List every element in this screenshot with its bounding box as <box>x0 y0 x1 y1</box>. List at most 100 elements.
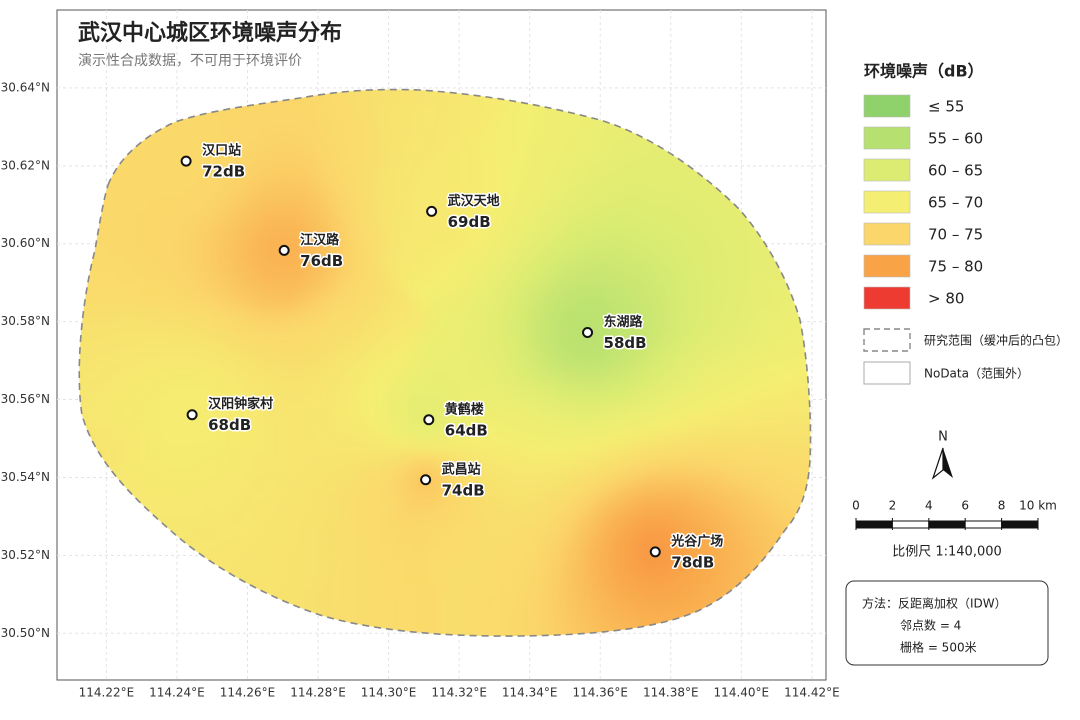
idw-cell <box>644 405 658 419</box>
idw-cell <box>440 357 454 371</box>
idw-cell <box>260 177 274 191</box>
idw-cell <box>572 273 586 287</box>
idw-cell <box>740 273 754 287</box>
idw-cell <box>668 333 682 347</box>
idw-cell <box>704 189 718 203</box>
idw-cell <box>464 573 478 587</box>
idw-cell <box>620 345 634 359</box>
idw-cell <box>452 261 466 275</box>
idw-cell <box>248 345 262 359</box>
idw-cell <box>152 189 166 203</box>
idw-cell <box>428 537 442 551</box>
idw-cell <box>680 345 694 359</box>
idw-cell <box>188 321 202 335</box>
idw-cell <box>620 153 634 167</box>
idw-cell <box>488 201 502 215</box>
idw-cell <box>716 549 730 563</box>
idw-cell <box>440 561 454 575</box>
idw-cell <box>212 333 226 347</box>
idw-cell <box>104 297 118 311</box>
idw-cell <box>200 489 214 503</box>
idw-cell <box>248 477 262 491</box>
idw-cell <box>344 441 358 455</box>
idw-cell <box>308 189 322 203</box>
idw-cell <box>656 597 670 611</box>
idw-cell <box>332 477 346 491</box>
idw-cell <box>488 249 502 263</box>
idw-cell <box>644 225 658 239</box>
idw-cell <box>656 297 670 311</box>
idw-cell <box>296 525 310 539</box>
idw-cell <box>260 285 274 299</box>
idw-cell <box>632 393 646 407</box>
idw-cell <box>632 429 646 443</box>
idw-cell <box>272 165 286 179</box>
idw-cell <box>596 561 610 575</box>
idw-cell <box>524 225 538 239</box>
idw-cell <box>344 273 358 287</box>
idw-cell <box>344 189 358 203</box>
idw-cell <box>212 369 226 383</box>
idw-cell <box>332 309 346 323</box>
idw-cell <box>236 249 250 263</box>
idw-cell <box>212 381 226 395</box>
idw-cell <box>392 513 406 527</box>
idw-cell <box>356 261 370 275</box>
legend-label: ≤ 55 <box>928 98 964 116</box>
idw-cell <box>356 465 370 479</box>
idw-cell <box>164 273 178 287</box>
idw-cell <box>524 321 538 335</box>
idw-cell <box>572 489 586 503</box>
idw-cell <box>728 477 742 491</box>
idw-cell <box>80 333 94 347</box>
idw-cell <box>392 117 406 131</box>
station-marker <box>582 327 594 339</box>
idw-cell <box>596 333 610 347</box>
idw-cell <box>512 213 526 227</box>
idw-cell <box>452 93 466 107</box>
idw-cell <box>596 285 610 299</box>
idw-cell <box>164 165 178 179</box>
idw-cell <box>416 333 430 347</box>
idw-cell <box>716 357 730 371</box>
idw-cell <box>296 381 310 395</box>
idw-cell <box>512 621 526 635</box>
idw-cell <box>176 477 190 491</box>
idw-cell <box>224 429 238 443</box>
idw-cell <box>464 537 478 551</box>
idw-cell <box>476 597 490 611</box>
idw-cell <box>500 501 514 515</box>
idw-cell <box>332 201 346 215</box>
idw-cell <box>140 321 154 335</box>
idw-cell <box>272 273 286 287</box>
idw-cell <box>380 393 394 407</box>
idw-cell <box>512 165 526 179</box>
idw-cell <box>572 393 586 407</box>
idw-cell <box>224 297 238 311</box>
idw-cell <box>500 321 514 335</box>
idw-cell <box>284 321 298 335</box>
idw-cell <box>752 333 766 347</box>
idw-cell <box>560 537 574 551</box>
idw-cell <box>644 513 658 527</box>
idw-cell <box>128 225 142 239</box>
idw-cell <box>248 165 262 179</box>
idw-cell <box>464 405 478 419</box>
idw-cell <box>452 489 466 503</box>
idw-cell <box>776 309 790 323</box>
idw-cell <box>440 297 454 311</box>
scale-tick-label: 2 <box>889 499 897 513</box>
idw-cell <box>692 441 706 455</box>
idw-cell <box>452 333 466 347</box>
idw-cell <box>392 393 406 407</box>
idw-cell <box>92 285 106 299</box>
idw-cell <box>200 453 214 467</box>
idw-cell <box>632 321 646 335</box>
idw-cell <box>320 345 334 359</box>
idw-cell <box>680 429 694 443</box>
idw-cell <box>200 465 214 479</box>
idw-cell <box>296 537 310 551</box>
idw-cell <box>788 441 802 455</box>
idw-cell <box>524 393 538 407</box>
idw-cell <box>272 333 286 347</box>
